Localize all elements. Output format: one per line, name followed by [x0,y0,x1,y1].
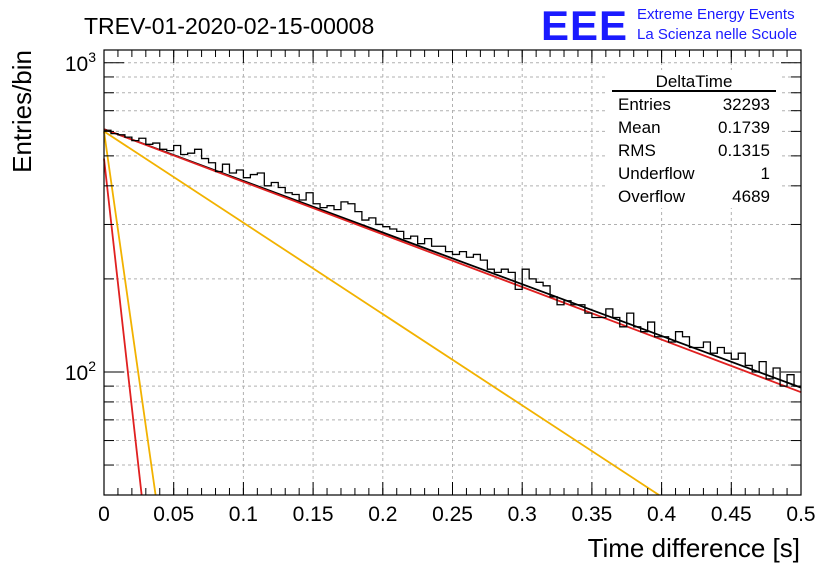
y-tick-labels: 102 103 [65,49,96,385]
chart-title: TREV-01-2020-02-15-00008 [84,13,374,39]
stats-row-value: 0.1739 [718,118,770,137]
x-tick-label: 0.1 [229,503,258,526]
stats-row-label: Overflow [618,187,686,206]
eee-logo-line2: La Scienza nelle Scuole [637,26,797,43]
stats-row-label: Mean [618,118,661,137]
stats-row-value: 1 [761,164,770,183]
histogram-outline [104,129,801,387]
stats-row-value: 4689 [732,187,770,206]
fit-curve [103,130,660,496]
x-tick-label: 0.05 [153,503,194,526]
y-tick-label: 103 [65,49,96,76]
stats-row-label: Entries [618,95,671,114]
x-tick-label: 0 [98,503,110,526]
x-axis-title: Time difference [s] [588,533,800,563]
stats-row-label: RMS [618,141,656,160]
histogram [104,129,801,387]
x-tick-label: 0.5 [786,503,815,526]
x-tick-label: 0.25 [432,503,473,526]
stats-box: DeltaTime Entries 32293 Mean 0.1739 RMS 0.1315… [608,70,780,208]
stats-box-bg [608,70,780,208]
eee-logo-mark: EEE [541,2,628,49]
x-tick-label: 0.35 [571,503,612,526]
stats-row-value: 0.1315 [718,141,770,160]
eee-logo-line1: Extreme Energy Events [637,6,795,23]
fit-curves [103,128,802,496]
x-tick-label: 0.15 [293,503,334,526]
x-tick-labels: 0 0.05 0.1 0.15 0.2 0.25 0.3 0.35 0.4 0.45 0.5 [98,503,815,526]
x-tick-label: 0.4 [647,503,677,526]
fit-curve [103,128,802,394]
y-axis-title: Entries/bin [7,50,37,173]
stats-box-name: DeltaTime [656,72,733,91]
fit-curve [103,131,157,496]
fit-curve [103,158,143,496]
x-tick-label: 0.2 [368,503,397,526]
stats-row-value: 32293 [723,95,770,114]
y-tick-label: 102 [65,358,96,385]
x-tick-label: 0.45 [711,503,752,526]
eee-logo: EEE Extreme Energy Events La Scienza nel… [541,2,797,49]
axis-ticks [103,50,802,496]
x-tick-label: 0.3 [508,503,537,526]
stats-row-label: Underflow [618,164,695,183]
